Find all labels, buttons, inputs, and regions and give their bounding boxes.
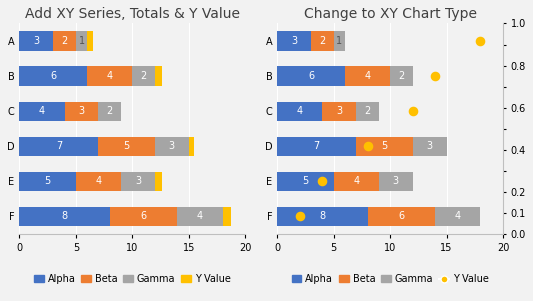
Bar (53, 31, 76, 51)
Text: 3: 3 (33, 36, 39, 46)
Bar (19, 207, 110, 226)
Legend: Alpha, Beta, Gamma, Y Value: Alpha, Beta, Gamma, Y Value (288, 270, 492, 288)
Text: 2: 2 (319, 36, 326, 46)
Bar (189, 137, 195, 156)
Bar (277, 67, 345, 86)
Bar (121, 172, 155, 191)
Bar (277, 101, 322, 121)
Text: 2: 2 (107, 106, 113, 116)
Bar (155, 172, 161, 191)
Text: 7: 7 (56, 141, 62, 151)
Bar (277, 207, 368, 226)
Bar (334, 31, 345, 51)
Bar (19, 31, 53, 51)
Bar (277, 31, 311, 51)
Bar (110, 207, 177, 226)
Text: 3: 3 (336, 106, 342, 116)
Text: 7: 7 (313, 141, 320, 151)
Text: 3: 3 (393, 176, 399, 186)
Text: 3: 3 (78, 106, 85, 116)
Bar (368, 207, 435, 226)
Text: 4: 4 (39, 106, 45, 116)
Bar (76, 172, 121, 191)
Text: 5: 5 (45, 176, 51, 186)
Text: 6: 6 (308, 71, 314, 81)
Text: 3: 3 (291, 36, 297, 46)
Bar (19, 101, 64, 121)
Text: 2: 2 (398, 71, 405, 81)
Bar (345, 67, 390, 86)
Text: 3: 3 (135, 176, 141, 186)
Text: 4: 4 (197, 212, 203, 222)
Bar (87, 67, 132, 86)
Bar (177, 207, 223, 226)
Bar (19, 172, 76, 191)
Text: 4: 4 (455, 212, 461, 222)
Bar (277, 172, 334, 191)
Text: 3: 3 (426, 141, 433, 151)
Bar (413, 137, 447, 156)
Bar (155, 137, 189, 156)
Text: 1: 1 (336, 36, 342, 46)
Point (408, 109, 417, 113)
Bar (99, 101, 121, 121)
Text: 8: 8 (61, 212, 68, 222)
Text: 5: 5 (124, 141, 130, 151)
Bar (132, 67, 155, 86)
Text: 5: 5 (382, 141, 387, 151)
Bar (435, 207, 480, 226)
Text: 5: 5 (302, 176, 309, 186)
Text: 4: 4 (353, 176, 359, 186)
Point (364, 144, 372, 149)
Bar (87, 31, 93, 51)
Text: 2: 2 (365, 106, 370, 116)
Text: 6: 6 (398, 212, 405, 222)
Text: 6: 6 (141, 212, 147, 222)
Point (476, 39, 484, 43)
Text: 2: 2 (61, 36, 68, 46)
Bar (322, 101, 356, 121)
Text: 4: 4 (95, 176, 101, 186)
Text: 3: 3 (169, 141, 175, 151)
Title: Add XY Series, Totals & Y Value: Add XY Series, Totals & Y Value (25, 7, 240, 21)
Text: 1: 1 (78, 36, 85, 46)
Bar (19, 67, 87, 86)
Bar (223, 207, 231, 226)
Text: 2: 2 (141, 71, 147, 81)
Text: 4: 4 (365, 71, 370, 81)
Bar (99, 137, 155, 156)
Point (318, 179, 327, 184)
Bar (356, 101, 379, 121)
Point (296, 214, 304, 219)
Bar (155, 67, 161, 86)
Bar (356, 137, 413, 156)
Bar (76, 31, 87, 51)
Legend: Alpha, Beta, Gamma, Y Value: Alpha, Beta, Gamma, Y Value (30, 270, 235, 288)
Text: 4: 4 (297, 106, 303, 116)
Bar (334, 172, 379, 191)
Bar (64, 101, 99, 121)
Text: 6: 6 (50, 71, 56, 81)
Text: 4: 4 (107, 71, 113, 81)
Title: Change to XY Chart Type: Change to XY Chart Type (304, 7, 477, 21)
Point (431, 74, 440, 79)
Bar (311, 31, 334, 51)
Bar (19, 137, 99, 156)
Bar (277, 137, 356, 156)
Bar (379, 172, 413, 191)
Text: 8: 8 (319, 212, 326, 222)
Bar (390, 67, 413, 86)
